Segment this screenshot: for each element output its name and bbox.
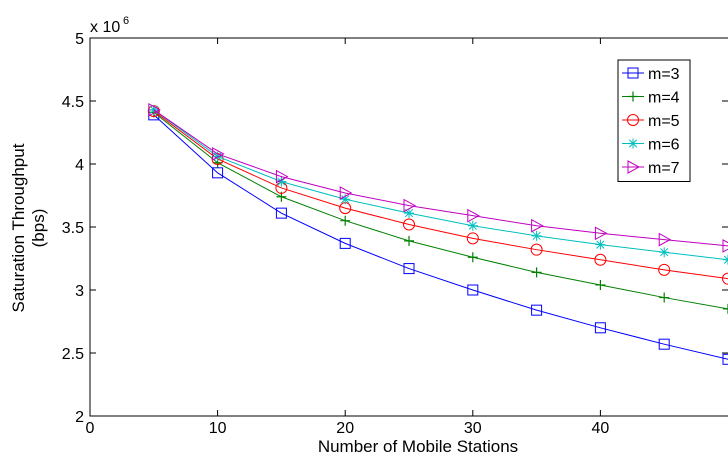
data-point	[658, 232, 672, 247]
legend-label: m=6	[648, 137, 680, 154]
x-tick-label: 30	[464, 420, 482, 437]
data-point	[531, 304, 543, 316]
data-point	[722, 239, 728, 253]
series-layer	[147, 102, 728, 365]
data-point	[276, 176, 287, 187]
data-point	[404, 235, 414, 246]
y-axis-label-line2: (bps)	[29, 209, 48, 248]
series-line	[153, 109, 728, 247]
data-point	[403, 263, 415, 275]
data-point	[531, 230, 542, 241]
y-tick-label: 2.5	[62, 346, 84, 363]
data-point	[530, 243, 543, 256]
legend-marker	[628, 91, 638, 102]
legend-label: m=3	[648, 66, 680, 83]
y-tick-label: 4	[75, 157, 84, 174]
legend-label: m=4	[648, 90, 680, 107]
data-point	[658, 338, 670, 350]
data-point	[659, 247, 670, 258]
y-tick-label: 3	[75, 283, 84, 300]
y-axis-multiplier-exponent: 6	[123, 15, 129, 27]
data-point	[722, 353, 728, 365]
data-point	[467, 220, 478, 231]
series-line	[153, 110, 728, 280]
x-axis-label: Number of Mobile Stations	[318, 437, 518, 456]
chart-text: Number of Mobile Stations Saturation Thr…	[9, 15, 518, 456]
data-point	[403, 218, 415, 231]
data-point	[723, 303, 728, 314]
y-tick-label: 2	[75, 409, 84, 426]
data-point	[339, 237, 351, 249]
data-point	[658, 263, 671, 276]
y-axis-multiplier: x 10	[90, 19, 120, 36]
legend-label: m=7	[648, 160, 680, 177]
y-tick-label: 3.5	[62, 220, 84, 237]
data-point	[594, 322, 606, 334]
data-point	[275, 207, 287, 219]
series-m=7	[148, 102, 728, 253]
data-point	[466, 232, 479, 245]
data-point	[403, 198, 417, 213]
series-line	[153, 111, 728, 310]
data-point	[212, 147, 225, 161]
data-point	[467, 208, 480, 223]
data-point	[404, 208, 414, 219]
data-point	[339, 186, 353, 200]
data-point	[531, 218, 544, 233]
x-tick-label: 20	[336, 420, 354, 437]
legend-box	[617, 59, 691, 182]
data-point	[595, 279, 606, 290]
y-tick-label: 5	[75, 31, 84, 48]
legend-label: m=5	[648, 113, 680, 130]
legend-marker	[628, 138, 638, 149]
data-point	[722, 272, 728, 285]
x-tick-label: 10	[209, 420, 227, 437]
data-point	[340, 194, 351, 205]
data-point	[275, 169, 289, 184]
data-point	[148, 102, 161, 117]
legend: m=3 m=4 m=5 m=6 m=7	[617, 59, 691, 182]
legend-marker	[627, 114, 639, 126]
y-tick-label: 4.5	[62, 94, 84, 111]
data-point	[531, 267, 542, 278]
series-line	[153, 109, 728, 261]
data-point	[467, 284, 479, 296]
x-tick-label: 40	[592, 420, 610, 437]
y-axis-label-line1: Saturation Throughput	[9, 143, 28, 312]
data-point	[595, 239, 606, 250]
series-m=3	[148, 109, 728, 365]
legend-marker	[627, 67, 639, 79]
x-tick-label: 0	[86, 420, 95, 437]
data-point	[212, 167, 224, 179]
data-point	[594, 226, 608, 241]
data-point	[467, 252, 478, 263]
series-line	[153, 114, 728, 360]
legend-marker	[627, 160, 641, 174]
data-point	[659, 292, 670, 303]
data-point	[212, 151, 223, 162]
data-point	[340, 215, 351, 226]
data-point	[594, 253, 607, 266]
